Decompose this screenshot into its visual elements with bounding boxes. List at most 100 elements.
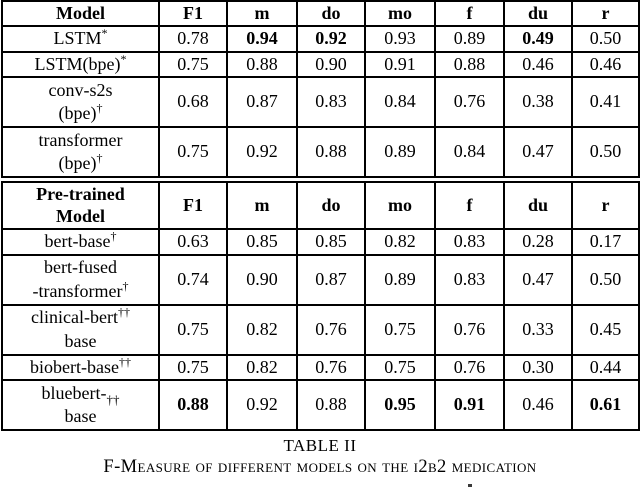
column-header: du [503,181,573,231]
column-header: m [226,181,298,231]
value-cell: 0.90 [296,50,366,79]
dagger-superscript: †† [118,354,131,369]
model-cell: LSTM* [1,25,160,53]
value-cell: 0.85 [296,228,366,256]
column-header: f [434,181,505,231]
header-row: Model F1 m do mo f du r [1,0,640,28]
value-cell: 0.93 [364,25,436,53]
results-table-baseline: Model F1 m do mo f du r LSTM* 0.78 0.94 0.92 0.93 0.… [1,0,640,179]
value-cell: 0.47 [503,126,573,179]
value-cell: 0.46 [571,50,640,79]
value-cell: 0.95 [364,378,436,431]
model-cell: transformer (bpe)† [1,126,160,179]
value-cell: 0.45 [571,303,640,356]
value-cell: 0.50 [571,253,640,306]
value-cell: 0.50 [571,126,640,179]
value-cell: 0.83 [296,76,366,129]
value-cell: 0.74 [158,253,228,306]
column-header: Model [1,0,160,28]
column-header: F1 [158,181,228,231]
value-cell: 0.82 [226,353,298,381]
value-cell: 0.41 [571,76,640,129]
value-cell: 0.82 [226,303,298,356]
table-body: LSTM* 0.78 0.94 0.92 0.93 0.89 0.49 0.50 LSTM(bp… [1,25,640,179]
value-cell: 0.89 [364,253,436,306]
dagger-superscript: † [110,229,117,244]
value-cell: 0.88 [296,378,366,431]
table-row: bert-fused -transformer† 0.74 0.90 0.87 0.89 0… [1,253,640,306]
value-cell: 0.87 [226,76,298,129]
table-row: bert-base† 0.63 0.85 0.85 0.82 0.83 0.28 0.17 [1,228,640,256]
value-cell: 0.83 [434,253,505,306]
column-header: r [571,181,640,231]
table-row: bluebert-†† base 0.88 0.92 0.88 0.95 0.91 0.46 0… [1,378,640,431]
column-header: do [296,181,366,231]
value-cell: 0.89 [434,25,505,53]
column-header: r [571,0,640,28]
value-cell: 0.88 [226,50,298,79]
header-row: Pre-trained Model F1 m do mo f du r [1,181,640,231]
value-cell: 0.76 [434,353,505,381]
value-cell: 0.33 [503,303,573,356]
table-caption-label: TABLE II [283,435,357,455]
value-cell: 0.61 [571,378,640,431]
value-cell: 0.28 [503,228,573,256]
model-cell: bert-fused -transformer† [1,253,160,306]
dagger-superscript: † [122,278,129,293]
dagger-superscript: † [96,151,103,166]
dagger-subscript: †† [106,391,120,407]
value-cell: 0.75 [364,353,436,381]
value-cell: 0.75 [158,126,228,179]
table-row: biobert-base†† 0.75 0.82 0.76 0.75 0.76 0.30 0.… [1,353,640,381]
table-header: Model F1 m do mo f du r [1,0,640,28]
value-cell: 0.92 [226,126,298,179]
value-cell: 0.46 [503,50,573,79]
table-row: transformer (bpe)† 0.75 0.92 0.88 0.89 0.84 0.4… [1,126,640,179]
cutoff-next-line-fragment [468,484,472,487]
value-cell: 0.82 [364,228,436,256]
value-cell: 0.68 [158,76,228,129]
value-cell: 0.50 [571,25,640,53]
results-table-pretrained: Pre-trained Model F1 m do mo f du r bert-base† 0… [1,181,640,431]
value-cell: 0.63 [158,228,228,256]
value-cell: 0.75 [158,303,228,356]
value-cell: 0.90 [226,253,298,306]
column-header: Pre-trained Model [1,181,160,231]
value-cell: 0.91 [434,378,505,431]
value-cell: 0.87 [296,253,366,306]
dagger-superscript: * [101,26,108,41]
dagger-superscript: † [96,101,103,116]
model-cell: LSTM(bpe)* [1,50,160,79]
value-cell: 0.88 [434,50,505,79]
value-cell: 0.38 [503,76,573,129]
value-cell: 0.30 [503,353,573,381]
value-cell: 0.78 [158,25,228,53]
table-row: clinical-bert†† base 0.75 0.82 0.76 0.75 0.76 0… [1,303,640,356]
value-cell: 0.92 [226,378,298,431]
value-cell: 0.44 [571,353,640,381]
column-header: F1 [158,0,228,28]
table-row: LSTM* 0.78 0.94 0.92 0.93 0.89 0.49 0.50 [1,25,640,53]
value-cell: 0.91 [364,50,436,79]
value-cell: 0.76 [434,303,505,356]
value-cell: 0.88 [158,378,228,431]
model-cell: clinical-bert†† base [1,303,160,356]
value-cell: 0.92 [296,25,366,53]
value-cell: 0.76 [434,76,505,129]
column-header: f [434,0,505,28]
table-body: bert-base† 0.63 0.85 0.85 0.82 0.83 0.28 0.17 be… [1,228,640,431]
dagger-superscript: * [120,51,127,66]
value-cell: 0.76 [296,353,366,381]
column-header: mo [364,181,436,231]
table-row: conv-s2s (bpe)† 0.68 0.87 0.83 0.84 0.76 0.38 0.… [1,76,640,129]
value-cell: 0.47 [503,253,573,306]
value-cell: 0.75 [364,303,436,356]
model-cell: bluebert-†† base [1,378,160,431]
table-caption-text: F-Measure of different models on the i2b… [103,456,537,477]
value-cell: 0.94 [226,25,298,53]
value-cell: 0.46 [503,378,573,431]
value-cell: 0.85 [226,228,298,256]
value-cell: 0.17 [571,228,640,256]
column-header: mo [364,0,436,28]
